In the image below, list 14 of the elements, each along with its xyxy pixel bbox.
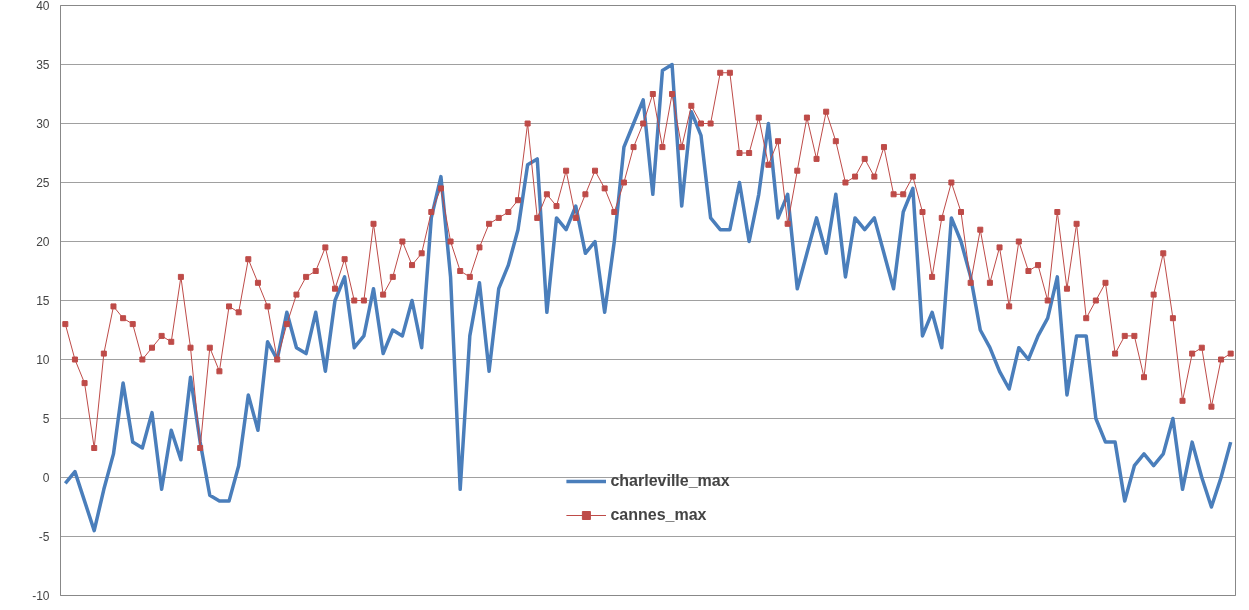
y-tick-label: 30 [36, 117, 50, 131]
y-tick-label: 35 [36, 58, 50, 72]
y-tick-label: 10 [36, 353, 50, 367]
y-tick-label: 20 [36, 235, 50, 249]
legend-label: cannes_max [610, 506, 707, 524]
legend-label: charleville_max [610, 472, 730, 490]
y-tick-label: -10 [32, 589, 50, 603]
y-tick-label: -5 [38, 530, 50, 544]
line-series [63, 62, 1233, 533]
y-tick-label: 5 [42, 412, 50, 426]
y-tick-label: 25 [36, 176, 50, 190]
y-tick-label: 0 [42, 471, 50, 485]
y-tick-label: 40 [36, 0, 50, 13]
y-tick-label: 15 [36, 294, 50, 308]
